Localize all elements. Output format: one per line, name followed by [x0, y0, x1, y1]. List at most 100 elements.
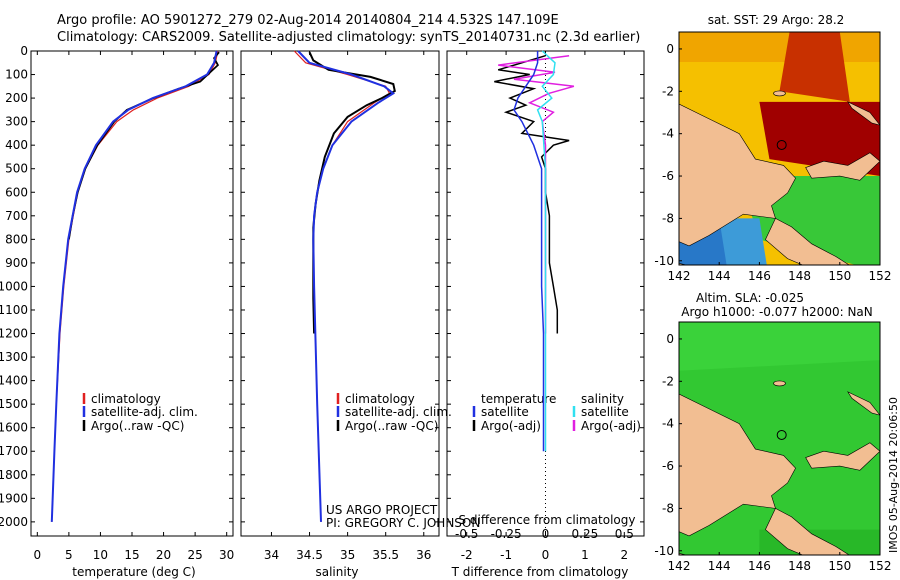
map-frame	[678, 31, 881, 266]
land-manus	[773, 90, 786, 97]
xlabel-s-diff: S difference from climatology	[459, 513, 636, 527]
legend-satellite-adj-s: satellite-adj. clim.	[345, 405, 452, 419]
map-frame	[678, 321, 881, 556]
depth-tick-label: 1000	[0, 279, 28, 293]
x-tick-label: 36	[416, 548, 431, 562]
x-tick-label: -1	[500, 548, 512, 562]
x-tick-label: -2	[461, 548, 473, 562]
map-lat-label: -6	[662, 169, 674, 183]
map-lat-label: -8	[662, 211, 674, 225]
panel-2-frame	[240, 50, 440, 537]
sst-warm-patch	[779, 32, 850, 102]
sla-shade	[679, 322, 880, 371]
map-lon-label: 146	[748, 269, 771, 283]
map-lat-label: 0	[666, 332, 674, 346]
map-lon-label: 144	[708, 559, 731, 573]
sst-hot-region	[759, 101, 880, 177]
land-papuan-tail	[765, 507, 850, 555]
series-sdiff-argo	[498, 54, 575, 334]
depth-tick-label: 800	[5, 232, 28, 246]
series-temp-climatology	[51, 50, 219, 522]
map-lon-label: 144	[708, 269, 731, 283]
map-lon-label: 142	[668, 269, 691, 283]
panel-1-frame	[30, 50, 234, 537]
depth-tick-label: 0	[20, 44, 28, 58]
depth-tick-label: 1600	[0, 421, 28, 435]
s-diff-tick-label: 0.5	[615, 527, 634, 541]
title-line-1: Argo profile: AO 5901272_279 02-Aug-2014…	[57, 13, 559, 28]
legend-s-satellite: satellite	[581, 405, 629, 419]
map-lon-label: 146	[748, 559, 771, 573]
depth-tick-label: 400	[5, 138, 28, 152]
land-new-britain	[805, 442, 880, 471]
map-lon-label: 152	[869, 269, 892, 283]
annotation-project: US ARGO PROJECT	[326, 503, 438, 517]
map-lat-label: -2	[662, 374, 674, 388]
annotation-pi: PI: GREGORY C. JOHNSON	[326, 516, 480, 530]
legend-s-argo: Argo(-adj)	[581, 419, 641, 433]
series-sal-satellite	[297, 50, 396, 522]
map-lat-label: -6	[662, 459, 674, 473]
legend-argo-s: Argo(..raw -QC)	[345, 419, 438, 433]
x-tick-label: 25	[187, 548, 202, 562]
x-tick-label: 0	[542, 548, 550, 562]
series-sal-argo	[308, 51, 396, 334]
depth-tick-label: 1100	[0, 303, 28, 317]
legend-satellite-adj: satellite-adj. clim.	[91, 405, 198, 419]
map-lon-label: 142	[668, 559, 691, 573]
land-new-britain	[805, 152, 880, 181]
x-tick-label: 5	[65, 548, 73, 562]
map-lat-label: -8	[662, 501, 674, 515]
x-tick-label: 34	[264, 548, 279, 562]
depth-tick-label: 200	[5, 91, 28, 105]
map-lat-label: -10	[654, 254, 674, 268]
land-manus	[773, 380, 786, 387]
depth-tick-label: 900	[5, 256, 28, 270]
map-lat-label: -2	[662, 84, 674, 98]
series-sal-climatology	[293, 50, 391, 522]
map-sla-layer	[679, 322, 880, 555]
map-lon-label: 148	[788, 559, 811, 573]
x-tick-label: 0	[33, 548, 41, 562]
x-tick-label: 1	[581, 548, 589, 562]
legend-temperature-head: temperature	[481, 392, 556, 406]
chart-marks: 0100200300400500600700800900100011001200…	[0, 31, 892, 573]
series-sdiff-satellite	[536, 50, 556, 452]
x-tick-label: 35.5	[372, 548, 399, 562]
sst-band-north	[679, 32, 880, 62]
depth-tick-label: 1700	[0, 444, 28, 458]
s-diff-tick-label: -0.5	[455, 527, 478, 541]
legend-climatology: climatology	[91, 392, 161, 406]
x-tick-label: 35	[340, 548, 355, 562]
land-papuan-tail	[765, 217, 850, 265]
series-temp-satellite	[50, 50, 218, 522]
legend-climatology-s: climatology	[345, 392, 415, 406]
depth-tick-label: 1800	[0, 468, 28, 482]
depth-tick-label: 700	[5, 209, 28, 223]
x-tick-label: 10	[93, 548, 108, 562]
depth-tick-label: 500	[5, 162, 28, 176]
xlabel-salinity: salinity	[315, 565, 358, 579]
x-tick-label: 2	[620, 548, 628, 562]
s-diff-tick-label: 0	[542, 527, 550, 541]
series-tdiff-argo	[494, 54, 570, 334]
legend-salinity-head: salinity	[581, 392, 624, 406]
map-lon-label: 150	[828, 269, 851, 283]
depth-tick-label: 1500	[0, 397, 28, 411]
legend-t-satellite: satellite	[481, 405, 529, 419]
x-tick-label: 20	[156, 548, 171, 562]
map-lon-label: 152	[869, 559, 892, 573]
land-new-guinea	[679, 393, 796, 537]
map-lat-label: 0	[666, 42, 674, 56]
depth-tick-label: 2000	[0, 515, 28, 529]
x-tick-label: 30	[219, 548, 234, 562]
map-lat-label: -10	[654, 544, 674, 558]
land-new-guinea	[679, 103, 796, 247]
xlabel-t-diff: T difference from climatology	[451, 565, 629, 579]
depth-tick-label: 1300	[0, 350, 28, 364]
land-new-ireland	[847, 391, 880, 416]
argo-position-marker	[776, 429, 787, 440]
land-new-ireland	[847, 101, 880, 126]
